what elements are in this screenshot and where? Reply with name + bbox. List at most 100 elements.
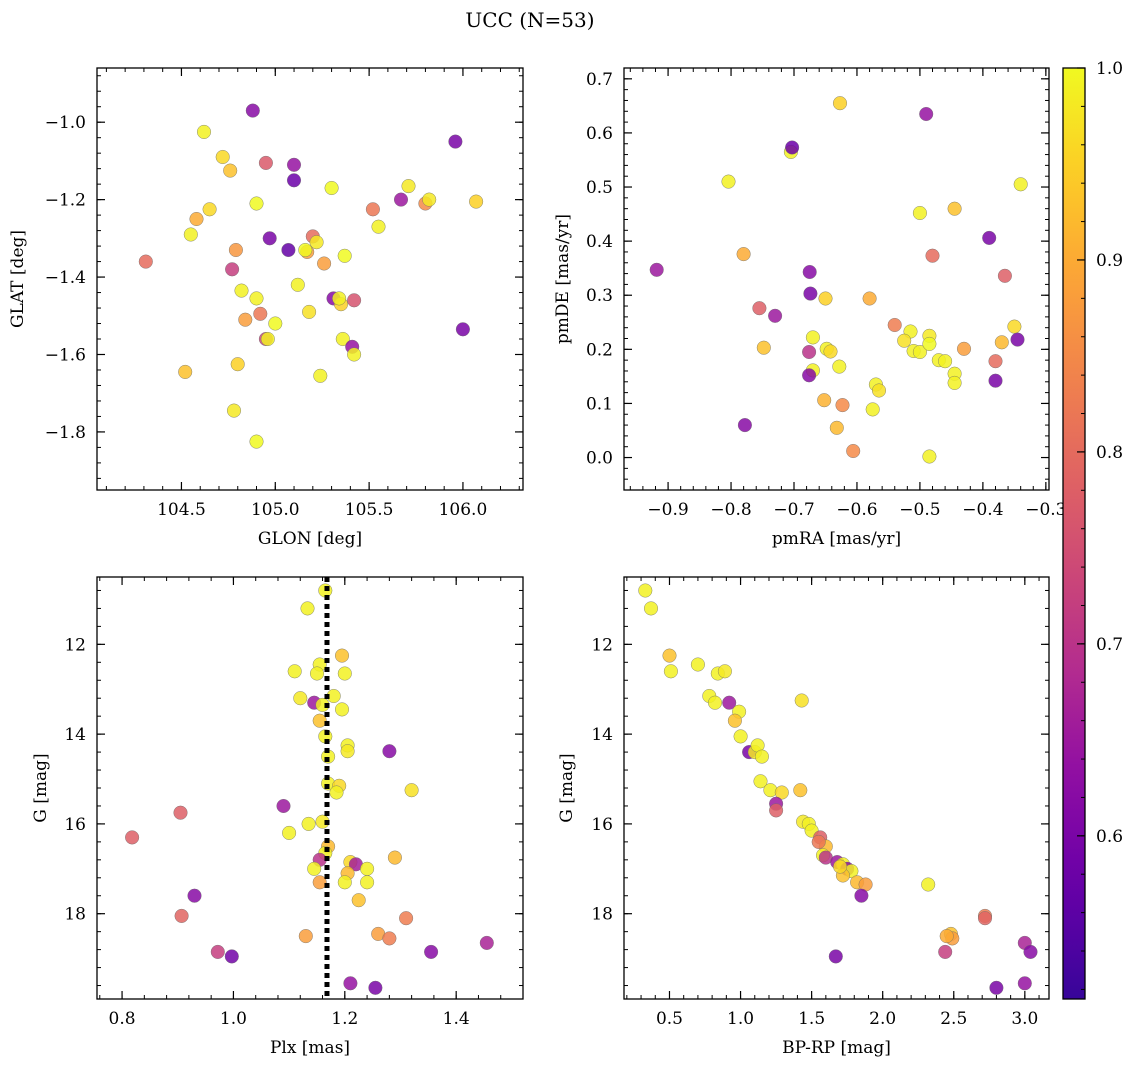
data-point: [335, 332, 350, 347]
data-point: [649, 262, 664, 277]
y-tick-label: −1.0: [45, 113, 86, 133]
data-point: [988, 354, 1003, 369]
data-point: [722, 695, 737, 710]
y-tick-label: 18: [64, 905, 86, 925]
y-tick-label: 0.1: [586, 394, 613, 414]
data-point: [865, 402, 880, 417]
data-point: [298, 929, 313, 944]
x-axis-label: pmRA [mas/yr]: [772, 529, 901, 549]
x-axis-label: BP-RP [mag]: [782, 1038, 891, 1058]
data-point: [997, 268, 1012, 283]
data-point: [817, 393, 832, 408]
figure-title: UCC (N=53): [465, 8, 594, 32]
x-tick-label: 0.5: [656, 1009, 683, 1029]
y-axis-label: GLAT [deg]: [8, 230, 28, 328]
data-point: [313, 368, 328, 383]
scatter-panels: 104.5 105.0 105.5 106.0 −1.8 −1.6 −1.4 −1.2 −1.0…: [8, 67, 1066, 1058]
x-tick-label: −0.8: [710, 500, 751, 520]
x-tick-label: 105.5: [345, 500, 394, 520]
data-point: [224, 949, 239, 964]
x-tick-label: 1.5: [798, 1009, 825, 1029]
data-point: [178, 364, 193, 379]
x-tick-label: 1.0: [727, 1009, 754, 1029]
data-point: [249, 196, 264, 211]
data-point: [399, 911, 414, 926]
x-tick-label: 0.8: [109, 1009, 136, 1029]
y-tick-label: −1.8: [45, 423, 86, 443]
x-tick-label: 1.4: [443, 1009, 470, 1029]
data-point: [312, 713, 327, 728]
data-point: [938, 354, 953, 369]
x-tick-label: −0.5: [899, 500, 940, 520]
data-point: [922, 336, 937, 351]
data-points: [125, 583, 494, 995]
data-point: [351, 893, 366, 908]
y-tick-label: 12: [591, 635, 613, 655]
data-point: [769, 803, 784, 818]
x-axis-label: GLON [deg]: [258, 529, 362, 549]
data-point: [978, 911, 993, 926]
data-point: [982, 230, 997, 245]
data-point: [802, 265, 817, 280]
data-point: [768, 308, 783, 323]
data-point: [846, 444, 861, 459]
data-point: [835, 398, 850, 413]
data-point: [226, 403, 241, 418]
data-point: [663, 664, 678, 679]
data-point: [989, 980, 1004, 995]
axis-ticks: 104.5 105.0 105.5 106.0 −1.8 −1.6 −1.4 −1.2 −1.0: [45, 68, 523, 520]
data-point: [317, 256, 332, 271]
x-tick-label: −0.4: [962, 500, 1003, 520]
data-point: [794, 693, 809, 708]
data-point: [324, 180, 339, 195]
plot-frame: [623, 67, 1050, 491]
data-point: [309, 235, 324, 250]
data-point: [422, 192, 437, 207]
data-point: [337, 248, 352, 263]
data-points: [138, 103, 484, 449]
data-point: [811, 834, 826, 849]
panel-4: 0.5 1.0 1.5 2.0 2.5 3.0 12 14 16 18 BP-RP [mag] G […: [557, 576, 1050, 1058]
data-point: [262, 231, 277, 246]
y-axis-label: G [mag]: [557, 753, 577, 822]
data-point: [1010, 332, 1025, 347]
y-tick-label: 12: [64, 635, 86, 655]
data-point: [290, 277, 305, 292]
plot-frame: [623, 576, 1050, 1000]
data-point: [988, 373, 1003, 388]
data-point: [125, 830, 140, 845]
data-point: [312, 875, 327, 890]
data-point: [1017, 976, 1032, 991]
data-point: [803, 286, 818, 301]
data-point: [365, 202, 380, 217]
data-point: [774, 785, 789, 800]
data-point: [223, 163, 238, 178]
data-point: [329, 785, 344, 800]
x-tick-label: 2.0: [869, 1009, 896, 1029]
axis-ticks: 0.5 1.0 1.5 2.0 2.5 3.0 12 14 16 18: [591, 577, 1049, 1029]
y-tick-label: 16: [64, 815, 86, 835]
colorbar-tick-label: 0.8: [1096, 443, 1123, 463]
y-tick-label: 0.3: [586, 286, 613, 306]
x-tick-label: 3.0: [1011, 1009, 1038, 1029]
data-point: [925, 248, 940, 263]
data-point: [189, 211, 204, 226]
data-point: [912, 345, 927, 360]
data-point: [424, 944, 439, 959]
data-point: [793, 783, 808, 798]
x-tick-label: 105.0: [251, 500, 300, 520]
data-point: [174, 908, 189, 923]
data-point: [717, 664, 732, 679]
data-point: [854, 888, 869, 903]
data-points: [649, 96, 1028, 464]
panel-1: 104.5 105.0 105.5 106.0 −1.8 −1.6 −1.4 −1.2 −1.0…: [8, 67, 524, 549]
y-tick-label: 0.2: [586, 340, 613, 360]
data-point: [721, 174, 736, 189]
x-tick-label: 106.0: [439, 500, 488, 520]
plot-frame: [96, 67, 524, 491]
data-point: [832, 359, 847, 374]
data-point: [281, 242, 296, 257]
colorbar-gradient: [1062, 67, 1086, 1000]
data-point: [708, 695, 723, 710]
x-axis-label: Plx [mas]: [270, 1038, 350, 1058]
